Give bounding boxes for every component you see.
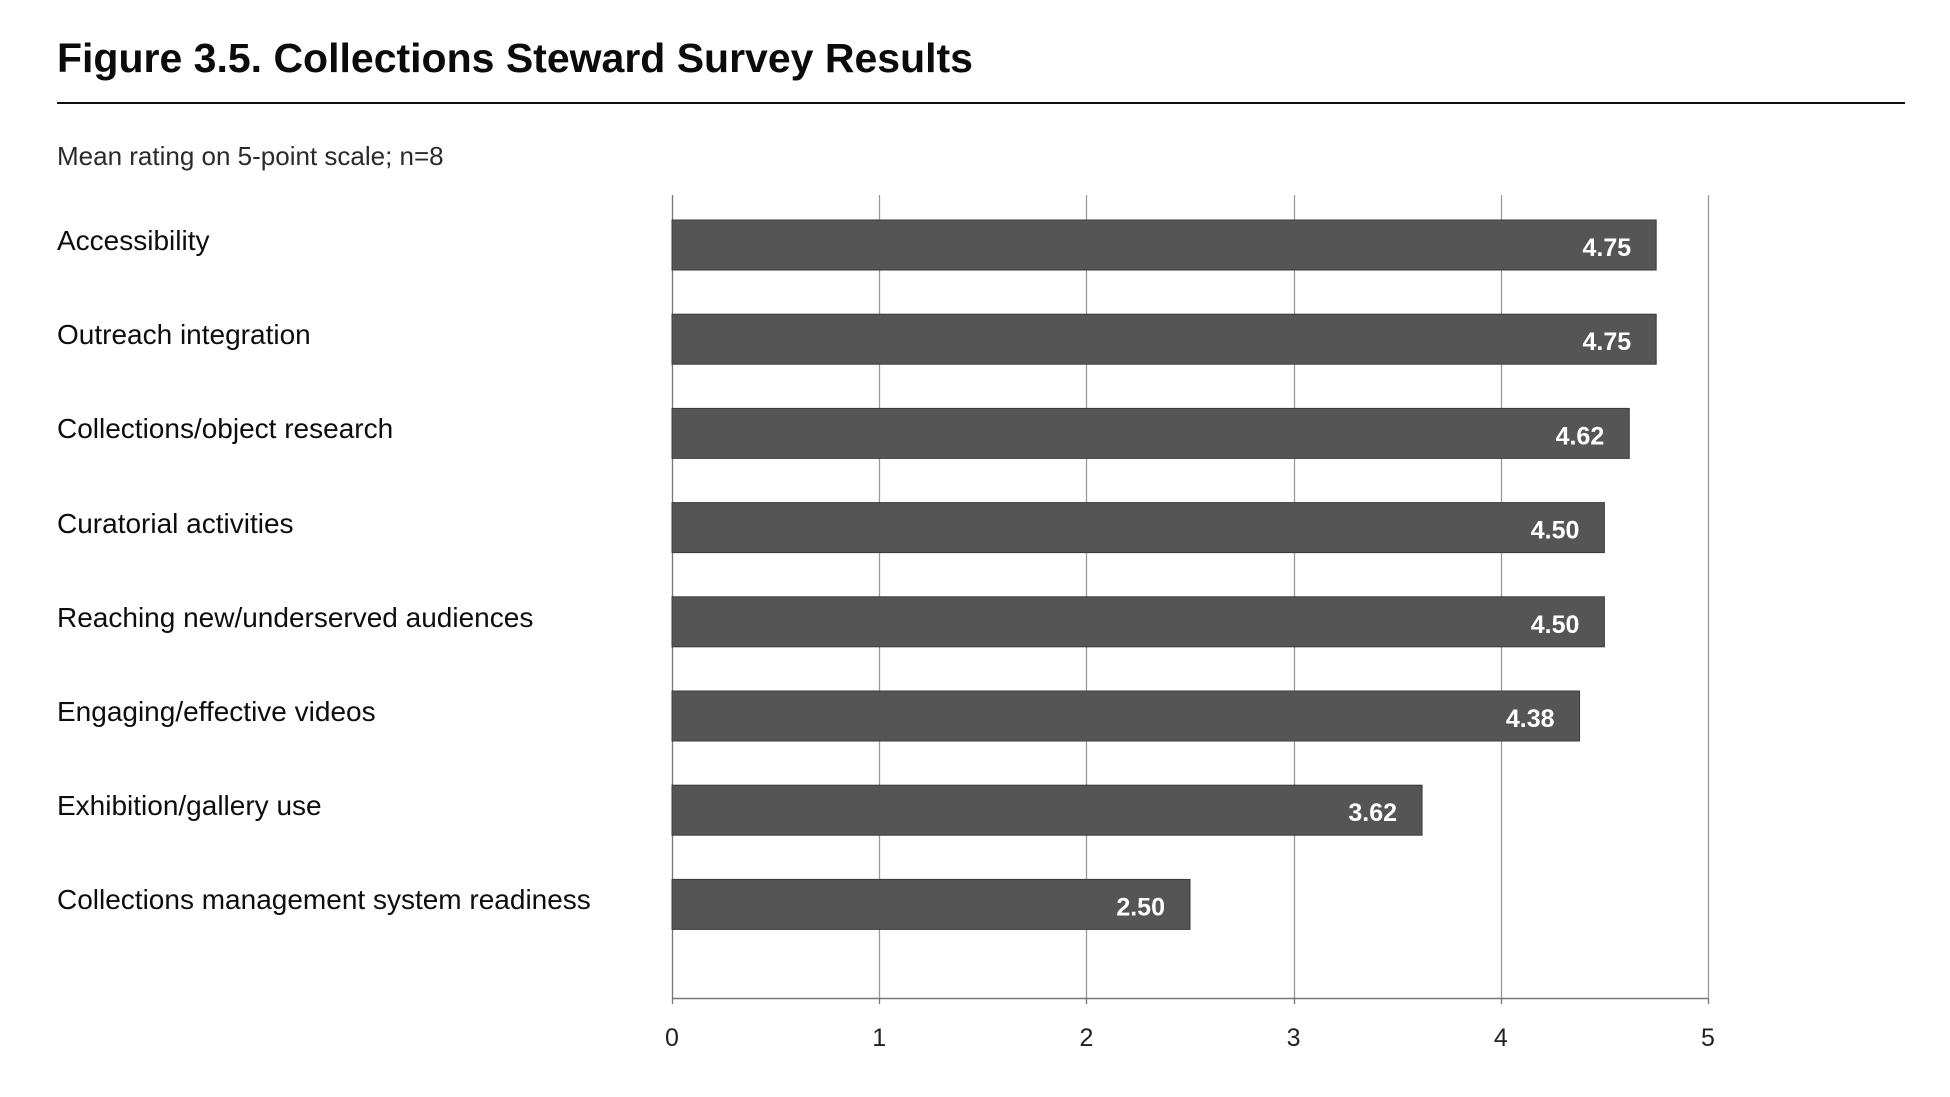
- chart-title: Figure 3.5. Collections Steward Survey R…: [57, 35, 973, 81]
- category-labels: Accessibility Outreach integration Collect…: [57, 0, 617, 1097]
- bar-value-label: 2.50: [1116, 893, 1165, 921]
- bar: [671, 690, 1581, 742]
- bar-value-label: 4.38: [1506, 705, 1555, 733]
- x-tick-label: 0: [665, 1024, 679, 1052]
- category-label: Collections/object research: [57, 413, 394, 445]
- category-label: Outreach integration: [57, 319, 311, 351]
- bar-value-label: 4.62: [1556, 422, 1605, 450]
- x-tick-label: 5: [1701, 1024, 1715, 1052]
- bar-value-label: 3.62: [1348, 799, 1397, 827]
- title-divider: [57, 102, 1905, 104]
- x-tick-label: 1: [872, 1024, 886, 1052]
- bar: [671, 878, 1191, 930]
- category-label: Reaching new/underserved audiences: [57, 601, 534, 633]
- category-label: Curatorial activities: [57, 507, 294, 539]
- bar-value-label: 4.50: [1531, 611, 1580, 639]
- bar-value-label: 4.50: [1531, 517, 1580, 545]
- x-tick-label: 4: [1494, 1024, 1508, 1052]
- bar: [671, 596, 1605, 648]
- category-label: Accessibility: [57, 225, 210, 256]
- category-label: Engaging/effective videos: [57, 696, 376, 727]
- bar-value-label: 4.75: [1583, 234, 1632, 262]
- bar: [671, 313, 1657, 365]
- bar-value-label: 4.75: [1583, 328, 1632, 356]
- bar: [671, 219, 1657, 271]
- bar: [671, 784, 1423, 836]
- chart-subtitle: Mean rating on 5-point scale; n=8: [57, 141, 444, 171]
- category-label: Collections management system readiness: [57, 884, 591, 916]
- x-tick-label: 3: [1287, 1024, 1301, 1052]
- x-tick-label: 2: [1079, 1024, 1093, 1052]
- category-label: Exhibition/gallery use: [57, 790, 322, 822]
- bar: [671, 407, 1630, 459]
- bar: [671, 502, 1605, 554]
